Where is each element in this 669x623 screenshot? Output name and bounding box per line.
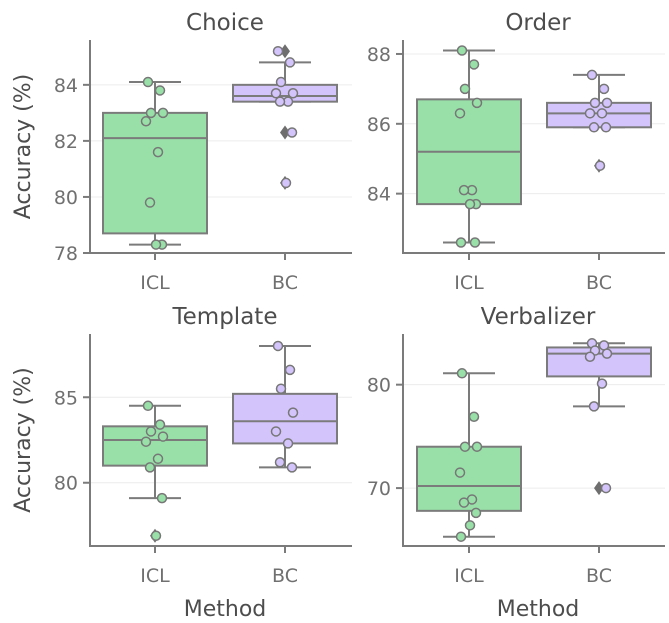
- y-tick-label: 80: [367, 375, 391, 397]
- data-point: [287, 407, 299, 418]
- data-point: [275, 383, 287, 394]
- data-point: [584, 351, 596, 363]
- y-axis-label: Accuracy (%): [11, 74, 36, 220]
- data-point: [270, 88, 282, 99]
- data-point: [157, 431, 169, 442]
- data-point: [468, 411, 480, 422]
- data-point: [150, 239, 162, 250]
- x-axis-label: Method: [184, 597, 267, 618]
- data-point: [275, 76, 287, 88]
- panel-title: Choice: [186, 10, 264, 36]
- data-point: [150, 530, 162, 541]
- data-point: [600, 482, 612, 494]
- data-point: [142, 400, 154, 412]
- data-point: [270, 426, 282, 437]
- y-tick-label: 80: [54, 473, 78, 495]
- y-tick-label: 70: [367, 478, 391, 500]
- data-point: [588, 401, 600, 412]
- data-point: [471, 441, 483, 452]
- x-tick-label: ICL: [454, 565, 484, 587]
- data-point: [154, 85, 166, 96]
- data-point: [145, 426, 157, 437]
- data-point: [596, 378, 608, 389]
- data-point: [598, 83, 610, 95]
- x-tick-label: ICL: [454, 272, 484, 294]
- data-point: [469, 237, 481, 248]
- y-tick-label: 84: [54, 75, 78, 97]
- x-tick-label: ICL: [140, 565, 170, 587]
- y-tick-label: 85: [54, 387, 78, 409]
- data-point: [280, 177, 292, 189]
- outlier-marker: [594, 481, 604, 496]
- data-point: [458, 497, 470, 508]
- data-point: [140, 116, 152, 127]
- data-point: [154, 419, 166, 430]
- data-point: [454, 108, 466, 119]
- x-tick-label: ICL: [140, 272, 170, 294]
- y-tick-label: 88: [367, 44, 391, 66]
- data-point: [287, 88, 299, 99]
- data-point: [601, 97, 613, 109]
- data-point: [144, 197, 156, 208]
- y-tick-label: 78: [54, 243, 78, 265]
- data-point: [282, 438, 294, 449]
- box-bc: [232, 392, 338, 445]
- box-icl: [102, 111, 208, 235]
- panel-title: Template: [172, 304, 278, 330]
- data-point: [284, 57, 296, 68]
- y-tick-label: 84: [367, 184, 391, 206]
- data-point: [601, 348, 613, 359]
- data-point: [144, 462, 156, 473]
- data-point: [286, 462, 298, 473]
- data-point: [584, 108, 596, 119]
- x-tick-label: BC: [586, 565, 612, 587]
- data-point: [470, 507, 482, 519]
- data-point: [468, 59, 480, 70]
- data-point: [600, 122, 612, 133]
- outlier-marker: [280, 44, 290, 59]
- data-point: [152, 146, 164, 158]
- y-axis-label: Accuracy (%): [11, 367, 36, 513]
- data-point: [272, 340, 284, 352]
- data-point: [284, 364, 296, 376]
- data-point: [456, 45, 468, 56]
- data-point: [464, 520, 476, 531]
- y-tick-label: 80: [54, 187, 78, 209]
- data-point: [145, 107, 157, 119]
- data-point: [594, 160, 606, 171]
- data-point: [456, 368, 468, 379]
- y-tick-label: 86: [367, 114, 391, 136]
- data-point: [156, 492, 168, 504]
- data-point: [286, 127, 298, 138]
- panel-title: Order: [505, 10, 571, 36]
- data-point: [274, 96, 286, 107]
- data-point: [157, 107, 169, 119]
- y-tick-label: 82: [54, 131, 78, 153]
- data-point: [274, 456, 286, 468]
- data-point: [454, 467, 466, 478]
- data-point: [464, 198, 476, 210]
- x-tick-label: BC: [272, 565, 298, 587]
- data-point: [471, 97, 483, 109]
- data-point: [588, 122, 600, 133]
- data-point: [152, 453, 164, 465]
- data-point: [586, 69, 598, 81]
- data-point: [459, 83, 471, 95]
- data-point: [455, 531, 467, 542]
- data-point: [589, 97, 601, 109]
- panel-title: Verbalizer: [481, 304, 596, 330]
- data-point: [272, 45, 284, 57]
- data-point: [140, 436, 152, 447]
- data-point: [596, 108, 608, 119]
- outlier-marker: [280, 125, 290, 140]
- x-tick-label: BC: [272, 272, 298, 294]
- x-axis-label: Method: [497, 597, 580, 618]
- data-point: [455, 237, 467, 248]
- data-point: [459, 441, 471, 452]
- data-point: [458, 184, 470, 196]
- data-point: [142, 76, 154, 88]
- x-tick-label: BC: [586, 272, 612, 294]
